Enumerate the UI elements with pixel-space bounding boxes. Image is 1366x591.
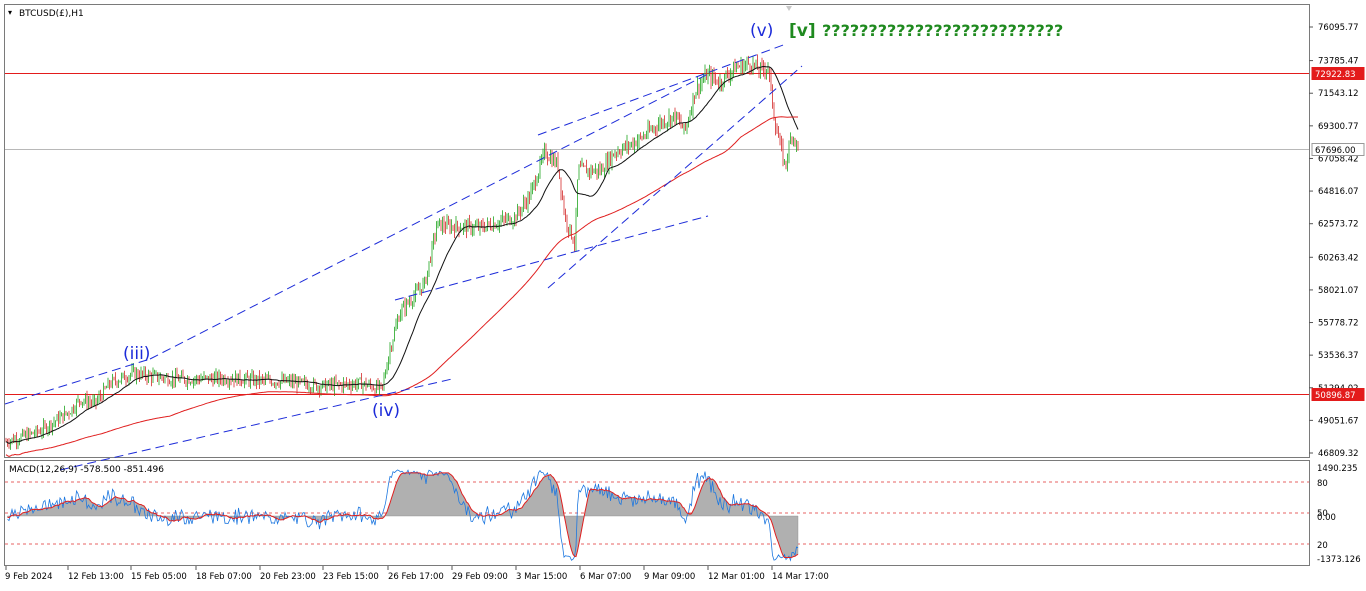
macd-tick-label: 20	[1317, 541, 1328, 551]
scroll-marker-icon[interactable]	[786, 6, 792, 11]
macd-tick-label: 0.00	[1317, 513, 1336, 523]
price-tag-box	[1311, 143, 1365, 156]
macd-tick-label: 80	[1317, 479, 1328, 489]
main-panel-frame	[4, 4, 1310, 458]
channel-trendline[interactable]	[149, 73, 709, 360]
time-tick-label: 18 Feb 07:00	[196, 572, 252, 582]
time-tick-label: 6 Mar 07:00	[580, 572, 631, 582]
price-axis: 76095.77 73785.47 71543.12 69300.77 67058.42…	[1309, 23, 1365, 459]
channel-trendline[interactable]	[4, 358, 151, 405]
price-tick-label: 73785.47	[1318, 57, 1359, 67]
price-tick-label: 64816.07	[1318, 187, 1359, 197]
macd-tick-label: -1373.126	[1317, 555, 1361, 565]
symbol-label: BTCUSD(£),H1	[19, 9, 84, 19]
price-tag-label: 50896.87	[1315, 391, 1356, 401]
time-tick-label: 9 Mar 09:00	[644, 572, 695, 582]
time-tick-label: 3 Mar 15:00	[516, 572, 567, 582]
wave-label-major-v: [v]	[789, 21, 816, 41]
wave-question-marks: ??????????????????????????	[822, 21, 1063, 40]
fast-moving-average	[5, 65, 799, 444]
macd-plot-area	[5, 469, 1309, 562]
time-tick-label: 20 Feb 23:00	[260, 572, 316, 582]
wave-label-iv: (iv)	[372, 401, 400, 421]
channel-trendline[interactable]	[59, 378, 453, 471]
price-tag-box	[1311, 388, 1365, 401]
time-tick-label: 12 Feb 13:00	[68, 572, 124, 582]
macd-tick-label: 50	[1317, 509, 1328, 519]
macd-label: MACD(12,26,9) -578.500 -851.496	[9, 465, 164, 475]
price-tick-label: 58021.07	[1318, 286, 1359, 296]
wave-label-v: (v)	[750, 21, 773, 41]
channel-trendline[interactable]	[394, 215, 709, 301]
wave-label-iii: (iii)	[123, 344, 150, 364]
price-tick-label: 60263.42	[1318, 253, 1359, 263]
price-tick-label: 53536.37	[1318, 351, 1359, 361]
time-tick-label: 23 Feb 15:00	[323, 572, 379, 582]
time-tick-label: 26 Feb 17:00	[388, 572, 444, 582]
price-tick-label: 62573.72	[1318, 220, 1359, 230]
channel-trendline[interactable]	[537, 43, 787, 136]
price-tick-label: 49051.67	[1318, 416, 1359, 426]
price-tick-label: 71543.12	[1318, 89, 1359, 99]
channel-trendline[interactable]	[547, 65, 803, 289]
candles	[5, 54, 799, 450]
time-tick-label: 12 Mar 01:00	[708, 572, 765, 582]
price-tick-label: 67058.42	[1318, 154, 1359, 164]
macd-tick-label: 1490.235	[1317, 464, 1358, 474]
time-tick-label: 29 Feb 09:00	[452, 572, 508, 582]
chart-menu-triangle-icon[interactable]: ▾	[8, 8, 12, 17]
price-tick-label: 76095.77	[1318, 23, 1359, 33]
time-tick-label: 15 Feb 05:00	[131, 572, 187, 582]
macd-signal-line	[7, 472, 799, 558]
price-tag-label: 72922.83	[1315, 70, 1356, 80]
main-plot-area	[4, 43, 1309, 471]
price-tick-label: 46809.32	[1318, 449, 1359, 459]
price-tag-box	[1311, 67, 1365, 80]
price-tick-label: 55778.72	[1318, 319, 1359, 329]
price-tick-label: 69300.77	[1318, 122, 1359, 132]
macd-line	[7, 469, 799, 562]
time-axis: 9 Feb 2024 12 Feb 13:00 15 Feb 05:00 18 Feb…	[5, 566, 829, 582]
time-tick-label: 14 Mar 17:00	[772, 572, 829, 582]
price-tag-label: 67696.00	[1315, 146, 1356, 156]
macd-axis: 1490.235 80 500.00 20 -1373.126	[1317, 464, 1361, 565]
time-tick-label: 9 Feb 2024	[5, 572, 53, 582]
